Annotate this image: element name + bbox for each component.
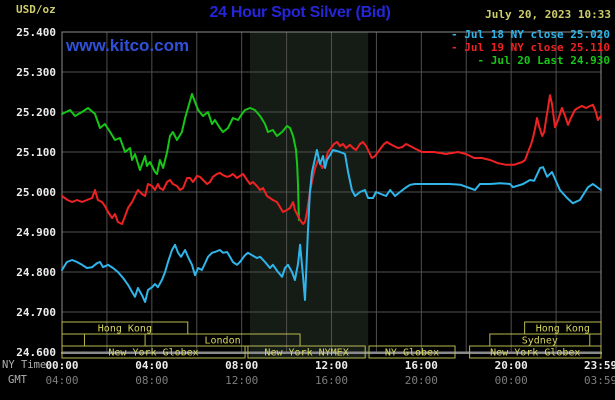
legend-text: Jul 18 NY close 25.020 (464, 28, 610, 41)
series-jul-18 (61, 149, 602, 303)
legend-marker: - (477, 54, 491, 67)
page-title: 24 Hour Spot Silver (Bid) (209, 4, 391, 21)
x-tick-gmt: 20:00 (404, 374, 438, 387)
session-label: Hong Kong (536, 324, 590, 335)
x-tick-gmt: 00:00 (494, 374, 528, 387)
x-tick-ny: 00:00 (45, 359, 79, 372)
session-label: NY Globex (385, 348, 439, 359)
session-label: Hong Kong (98, 324, 152, 335)
legend-item: - Jul 19 NY close 25.110 (451, 41, 610, 54)
session-box (61, 321, 189, 335)
x-tick-gmt: 16:00 (314, 374, 349, 387)
session-label: New York NYMEX (264, 348, 348, 359)
x-tick-gmt: 03:59 (584, 374, 615, 387)
y-tick-label: 25.100 (16, 146, 56, 159)
y-tick-label: 25.200 (16, 106, 56, 119)
session-label: New York Globex (108, 348, 198, 359)
units-label: USD/oz (16, 3, 56, 16)
x-tick-gmt: 12:00 (225, 374, 259, 387)
session-label: Sydney (522, 336, 558, 347)
legend-text: Jul 20 Last 24.930 (490, 54, 610, 67)
x-tick-ny: 04:00 (135, 359, 169, 372)
x-tick-gmt: 04:00 (45, 374, 79, 387)
session-box (469, 345, 602, 359)
x-tick-gmt: 08:00 (135, 374, 169, 387)
legend-item: - Jul 20 Last 24.930 (451, 54, 610, 67)
chart-legend: - Jul 18 NY close 25.020- Jul 19 NY clos… (451, 28, 610, 67)
x-tick-ny: 23:59 (584, 359, 615, 372)
y-tick-label: 24.700 (16, 306, 56, 319)
series-jul-20 (61, 93, 300, 221)
legend-marker: - (451, 41, 465, 54)
gmt-caption: GMT (8, 374, 27, 386)
session-box (61, 333, 85, 347)
y-tick-label: 25.300 (16, 66, 56, 79)
y-tick-label: 24.900 (16, 226, 56, 239)
session-box (247, 345, 366, 359)
session-label: London (205, 336, 241, 347)
y-tick-label: 24.800 (16, 266, 56, 279)
session-box (368, 345, 456, 359)
y-tick-label: 25.400 (16, 26, 56, 39)
x-tick-ny: 20:00 (494, 359, 528, 372)
legend-text: Jul 19 NY close 25.110 (464, 41, 610, 54)
x-tick-ny: 12:00 (314, 359, 349, 372)
session-label: New York Globex (490, 348, 580, 359)
datetime-label: July 20, 2023 10:33 (485, 8, 611, 21)
session-box (61, 345, 246, 359)
legend-marker: - (451, 28, 465, 41)
x-tick-ny: 08:00 (225, 359, 259, 372)
x-tick-ny: 16:00 (404, 359, 438, 372)
kitco-watermark-link[interactable]: www.kitco.com (66, 36, 190, 55)
legend-item: - Jul 18 NY close 25.020 (451, 28, 610, 41)
y-tick-label: 25.000 (16, 186, 56, 199)
y-tick-label: 24.600 (16, 346, 56, 359)
ny-time-caption: NY Time (2, 359, 47, 371)
